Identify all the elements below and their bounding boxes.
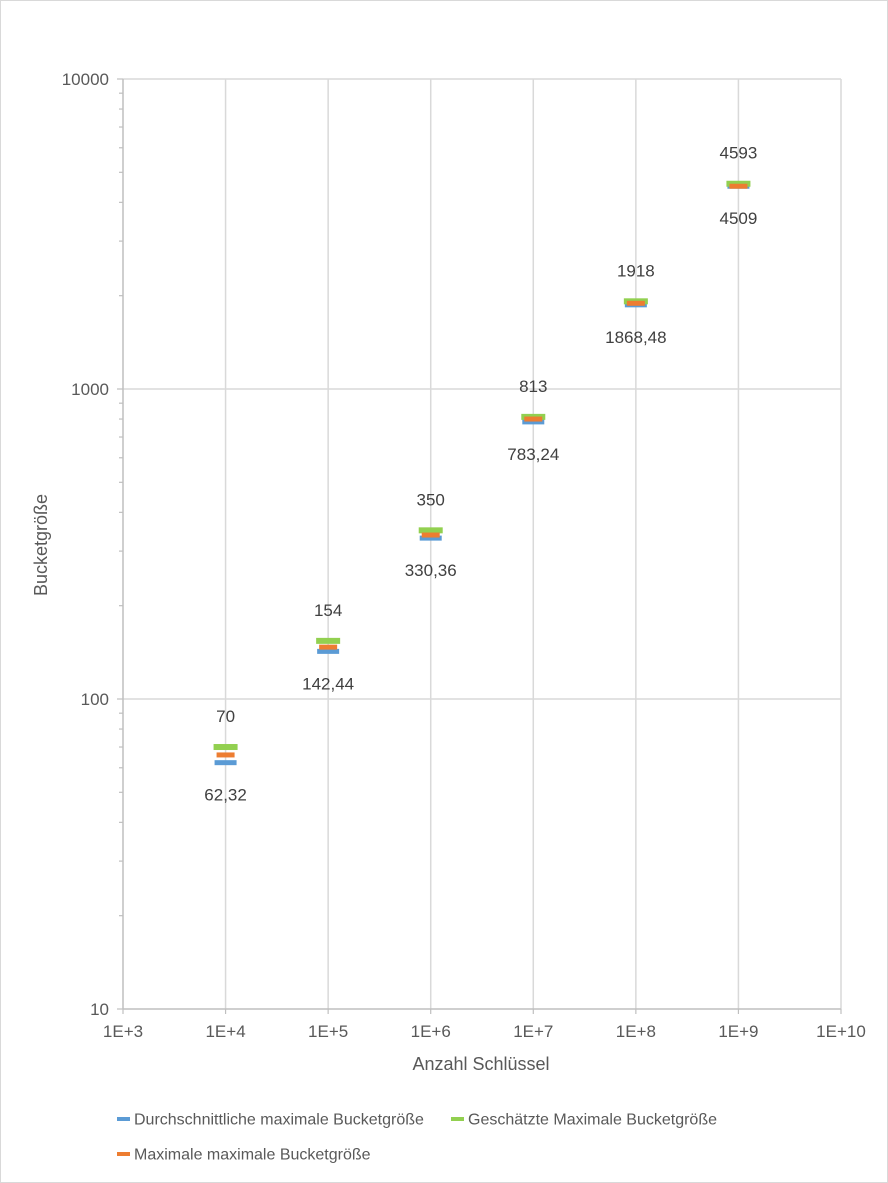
data-label: 813 [519,377,547,396]
legend-marker [451,1117,464,1121]
y-tick-label: 10 [90,1000,109,1019]
x-tick-label: 1E+7 [513,1022,553,1041]
legend-label: Durchschnittliche maximale Bucketgröße [134,1112,424,1129]
y-tick-label: 10000 [62,70,109,89]
x-tick-label: 1E+8 [616,1022,656,1041]
data-label: 4593 [720,144,758,163]
data-label: 142,44 [302,674,354,693]
gridlines [123,78,842,1009]
data-label: 70 [216,707,235,726]
data-label: 783,24 [507,445,559,464]
max-max-bucket-marker [524,416,543,422]
avg-max-bucket-marker [419,535,442,541]
max-max-bucket-marker [626,300,645,306]
x-tick-label: 1E+4 [205,1022,245,1041]
data-label: 1918 [617,261,655,280]
estimated-max-bucket-marker [316,637,341,644]
y-tick-label: 100 [81,690,109,709]
axes [117,78,842,1014]
estimated-max-bucket-marker [418,527,443,534]
max-max-bucket-marker [421,532,440,538]
x-axis-title: Anzahl Schlüssel [412,1054,549,1074]
data-label: 350 [417,490,445,509]
max-max-bucket-marker [729,183,748,189]
x-tick-label: 1E+9 [718,1022,758,1041]
legend-marker [117,1152,130,1156]
legend: Durchschnittliche maximale Bucketgröße Ge… [117,1112,717,1164]
legend-marker [117,1117,130,1121]
legend-label: Geschätzte Maximale Bucketgröße [468,1112,717,1129]
max-max-bucket-marker [319,644,338,650]
tick-labels: 10 100 1000 10000 1E+3 1E+4 1E+5 1E+6 1E+7 1E+8 1E… [62,70,866,1041]
data-markers [213,180,751,766]
avg-max-bucket-marker [522,419,545,425]
x-tick-label: 1E+3 [103,1022,143,1041]
x-tick-label: 1E+6 [411,1022,451,1041]
legend-label: Maximale maximale Bucketgröße [134,1147,371,1164]
x-tick-label: 1E+10 [816,1022,866,1041]
data-label: 1868,48 [605,328,666,347]
avg-max-bucket-marker [317,648,340,654]
avg-max-bucket-marker [214,760,237,766]
data-label: 4509 [720,209,758,228]
y-axis-title: Bucketgröße [31,494,51,596]
data-label: 62,32 [204,786,247,805]
max-max-bucket-marker [216,752,235,758]
estimated-max-bucket-marker [213,744,238,751]
data-label: 154 [314,601,342,620]
x-tick-label: 1E+5 [308,1022,348,1041]
data-label: 330,36 [405,561,457,580]
y-tick-label: 1000 [71,380,109,399]
data-labels: 62,32 142,44 330,36 783,24 1868,48 4509 70 154 3… [204,144,757,805]
